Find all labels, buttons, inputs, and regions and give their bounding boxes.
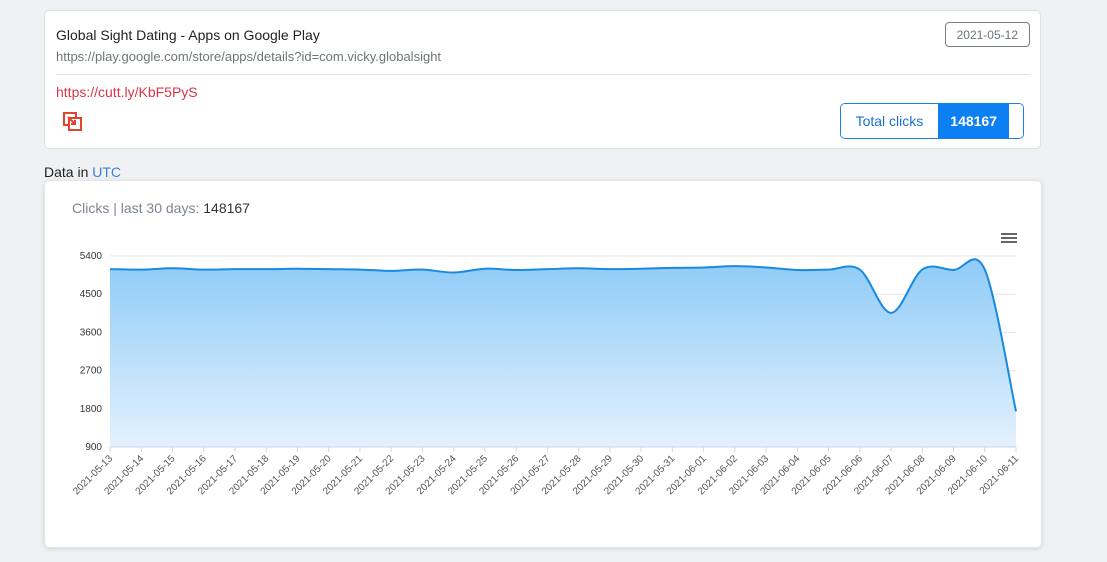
total-clicks-label: Total clicks [840,104,939,138]
link-title: Global Sight Dating - Apps on Google Pla… [56,27,320,43]
chart-title: Clicks | last 30 days: 148167 [72,200,250,216]
series-line [109,258,1017,412]
chart-title-prefix: Clicks | last 30 days: [72,200,200,216]
total-clicks-tail [1009,104,1023,138]
timezone-link[interactable]: UTC [92,164,122,180]
svg-text:5400: 5400 [80,251,103,262]
date-badge: 2021-05-12 [944,22,1030,47]
svg-text:3600: 3600 [80,327,103,338]
divider [56,74,1030,75]
hamburger-menu-icon[interactable] [1001,233,1017,247]
svg-text:900: 900 [85,442,102,453]
chart-card: Clicks | last 30 days: 148167 900 1800 270… [44,180,1042,548]
copy-icon[interactable] [62,111,84,133]
svg-text:4500: 4500 [80,289,103,300]
link-card: Global Sight Dating - Apps on Google Pla… [44,10,1041,149]
timezone-line: Data in UTC [44,164,121,180]
total-clicks-group: Total clicks 148167 [839,103,1024,139]
clicks-area-chart: 900180027003600450054002021-05-132021-05… [71,251,1021,497]
svg-text:1800: 1800 [80,404,103,415]
total-clicks-value: 148167 [938,104,1009,138]
area-fill [110,259,1016,447]
svg-text:2700: 2700 [80,366,103,377]
short-url-link[interactable]: https://cutt.ly/KbF5PyS [56,84,198,100]
chart-title-value: 148167 [203,200,250,216]
long-url[interactable]: https://play.google.com/store/apps/detai… [56,49,442,64]
timezone-prefix: Data in [44,164,89,180]
